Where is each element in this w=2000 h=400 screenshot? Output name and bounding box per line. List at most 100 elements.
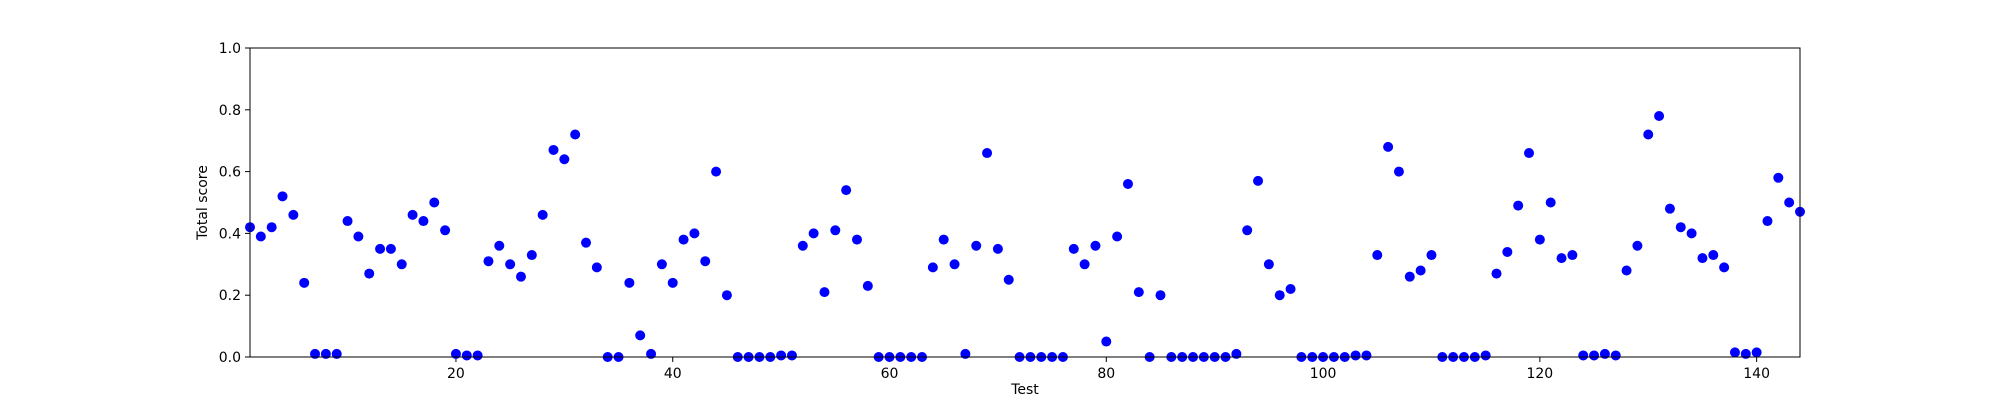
data-point <box>1253 175 1264 186</box>
data-point <box>320 348 331 359</box>
x-axis-ticks: 20 40 60 80 100 120 140 <box>447 357 1770 382</box>
data-point <box>1762 216 1773 227</box>
data-point <box>1686 228 1697 239</box>
data-point <box>700 256 711 267</box>
y-tick-label: 0.4 <box>219 226 241 242</box>
data-point <box>786 350 797 361</box>
x-tick-label: 60 <box>881 366 899 382</box>
data-point <box>1513 200 1524 211</box>
x-axis-label: Test <box>1010 382 1039 398</box>
data-point <box>548 144 559 155</box>
data-point <box>1404 271 1415 282</box>
x-tick-label: 120 <box>1526 366 1553 382</box>
data-point <box>1350 350 1361 361</box>
data-point <box>1003 274 1014 285</box>
data-point <box>1664 203 1675 214</box>
data-point <box>1567 250 1578 261</box>
data-point <box>711 166 722 177</box>
data-point <box>591 262 602 273</box>
data-point <box>841 185 852 196</box>
data-point <box>418 216 429 227</box>
x-tick-label: 140 <box>1743 366 1770 382</box>
data-point <box>1263 259 1274 270</box>
data-point <box>1274 290 1285 301</box>
y-tick-label: 0.2 <box>219 288 241 304</box>
data-point <box>1372 250 1383 261</box>
data-point <box>1393 166 1404 177</box>
data-point <box>375 243 386 254</box>
data-point <box>1415 265 1426 276</box>
data-point <box>483 256 494 267</box>
data-point <box>1155 290 1166 301</box>
data-point <box>1480 350 1491 361</box>
y-tick-label: 0.8 <box>219 103 241 119</box>
data-point <box>1740 348 1751 359</box>
data-point <box>1773 172 1784 183</box>
data-point <box>1675 222 1686 233</box>
data-point <box>1697 253 1708 264</box>
data-point <box>1708 250 1719 261</box>
data-point <box>1112 231 1123 242</box>
data-point <box>1285 284 1296 295</box>
data-point <box>1643 129 1654 140</box>
data-point <box>960 348 971 359</box>
data-point <box>1729 347 1740 358</box>
data-point <box>1090 240 1101 251</box>
y-tick-label: 0.0 <box>219 350 241 366</box>
data-point <box>1751 347 1762 358</box>
data-point <box>570 129 581 140</box>
x-tick-label: 20 <box>447 366 465 382</box>
data-point <box>342 216 353 227</box>
data-point <box>656 259 667 270</box>
data-point <box>1231 348 1242 359</box>
data-point <box>776 350 787 361</box>
data-point <box>927 262 938 273</box>
data-point <box>353 231 364 242</box>
data-point <box>1079 259 1090 270</box>
data-point <box>461 350 472 361</box>
data-point <box>429 197 440 208</box>
data-point <box>559 154 570 165</box>
data-point <box>255 231 266 242</box>
data-point <box>1122 178 1133 189</box>
data-point <box>505 259 516 270</box>
data-point <box>1534 234 1545 245</box>
data-point <box>938 234 949 245</box>
data-point <box>440 225 451 236</box>
data-point <box>819 287 830 298</box>
data-point <box>1502 246 1513 257</box>
data-point <box>635 330 646 341</box>
data-points <box>245 110 1805 362</box>
data-point <box>689 228 700 239</box>
data-point <box>1589 350 1600 361</box>
data-point <box>526 250 537 261</box>
data-point <box>1383 141 1394 152</box>
y-axis-ticks: 0.0 0.2 0.4 0.6 0.8 1.0 <box>219 41 250 366</box>
y-axis-label: Total score <box>195 165 211 241</box>
x-tick-label: 40 <box>664 366 682 382</box>
data-point <box>277 191 288 202</box>
data-point <box>1133 287 1144 298</box>
data-point <box>1610 350 1621 361</box>
data-point <box>1524 148 1535 159</box>
data-point <box>1101 336 1112 347</box>
data-point <box>407 209 418 220</box>
data-point <box>1654 110 1665 121</box>
data-point <box>1621 265 1632 276</box>
data-point <box>1556 253 1567 264</box>
data-point <box>1361 350 1372 361</box>
data-point <box>1426 250 1437 261</box>
data-point <box>515 271 526 282</box>
y-tick-label: 1.0 <box>219 41 241 57</box>
x-tick-label: 100 <box>1310 366 1337 382</box>
data-point <box>1719 262 1730 273</box>
data-point <box>678 234 689 245</box>
data-point <box>624 277 635 288</box>
data-point <box>331 348 342 359</box>
data-point <box>385 243 396 254</box>
data-point <box>646 348 657 359</box>
data-point <box>992 243 1003 254</box>
data-point <box>1578 350 1589 361</box>
data-point <box>851 234 862 245</box>
